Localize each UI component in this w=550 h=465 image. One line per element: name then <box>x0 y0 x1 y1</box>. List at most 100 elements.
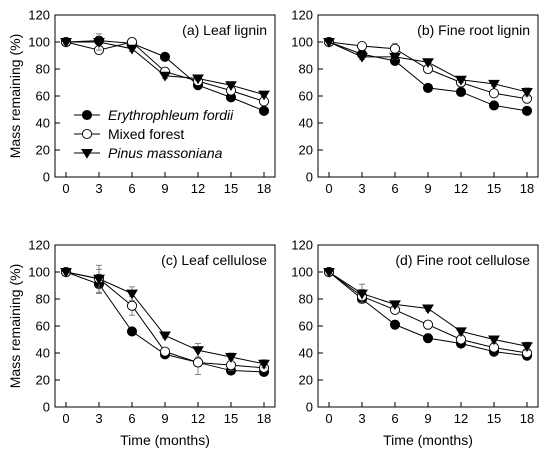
y-tick-label: 0 <box>306 400 313 415</box>
panel-title: (d) Fine root cellulose <box>395 252 530 268</box>
x-tick-label: 9 <box>424 411 431 426</box>
data-point <box>389 43 401 54</box>
y-tick-label: 40 <box>36 346 50 361</box>
data-point <box>422 58 434 69</box>
x-tick-label: 15 <box>224 181 238 196</box>
y-tick-label: 120 <box>28 8 50 23</box>
y-tick-label: 80 <box>36 62 50 77</box>
y-tick-label: 40 <box>299 346 313 361</box>
chart-panel-1: 0 20 40 60 80 100 120 0 3 6 9 12 15 18 (a) Leaf lignin… <box>7 8 276 196</box>
data-point <box>356 41 368 52</box>
x-tick-label: 15 <box>487 181 501 196</box>
legend-marker <box>81 128 93 140</box>
data-point <box>159 71 171 82</box>
data-point <box>159 331 171 342</box>
data-point <box>192 357 204 368</box>
x-tick-label: 12 <box>191 181 205 196</box>
y-tick-label: 80 <box>299 62 313 77</box>
y-tick-label: 20 <box>299 373 313 388</box>
x-tick-label: 9 <box>161 181 168 196</box>
data-point <box>455 327 467 338</box>
data-point <box>521 105 533 116</box>
chart-panel-4: 0 20 40 60 80 100 120 0 3 6 9 12 15 18 (d) Fine root c… <box>291 238 539 448</box>
data-point <box>488 335 500 346</box>
x-tick-label: 12 <box>454 181 468 196</box>
data-point <box>258 90 270 101</box>
series-open-circle <box>323 36 533 104</box>
x-tick-label: 0 <box>62 181 69 196</box>
y-tick-label: 60 <box>299 89 313 104</box>
data-point <box>60 38 72 48</box>
x-tick-label: 12 <box>191 411 205 426</box>
data-point <box>422 319 434 330</box>
x-tick-label: 3 <box>95 181 102 196</box>
x-tick-label: 18 <box>520 411 534 426</box>
y-tick-label: 80 <box>299 292 313 307</box>
data-point <box>225 81 237 91</box>
y-tick-label: 60 <box>299 319 313 334</box>
data-point <box>422 333 434 344</box>
data-point <box>488 79 500 90</box>
data-point <box>159 346 171 357</box>
y-tick-label: 60 <box>36 89 50 104</box>
data-point <box>126 300 138 311</box>
y-tick-label: 0 <box>43 170 50 185</box>
y-tick-label: 20 <box>36 143 50 158</box>
series-filled-triangle <box>323 267 533 353</box>
legend-marker <box>81 148 93 159</box>
x-tick-label: 9 <box>161 411 168 426</box>
y-axis-label: Mass remaining (%) <box>7 34 23 158</box>
plot-frame <box>317 14 539 178</box>
data-point <box>126 326 138 337</box>
y-tick-label: 0 <box>306 170 313 185</box>
data-point <box>455 86 467 97</box>
x-tick-label: 3 <box>95 411 102 426</box>
data-point <box>93 38 105 48</box>
y-tick-label: 80 <box>36 292 50 307</box>
data-point <box>455 75 467 86</box>
x-tick-label: 9 <box>424 181 431 196</box>
x-axis-label: Time (months) <box>120 432 210 448</box>
data-point <box>192 346 204 357</box>
y-tick-label: 40 <box>36 116 50 131</box>
x-tick-label: 18 <box>257 181 271 196</box>
data-point <box>521 87 533 98</box>
x-axis-label: Time (months) <box>383 432 473 448</box>
y-tick-label: 0 <box>43 400 50 415</box>
data-point <box>389 52 401 63</box>
data-point <box>422 82 434 93</box>
x-tick-label: 12 <box>454 411 468 426</box>
x-tick-label: 15 <box>224 411 238 426</box>
data-point <box>521 342 533 353</box>
data-point <box>126 44 138 55</box>
data-point <box>488 100 500 111</box>
y-tick-label: 40 <box>299 116 313 131</box>
y-tick-label: 100 <box>291 35 313 50</box>
x-tick-label: 3 <box>358 181 365 196</box>
data-point <box>488 88 500 99</box>
series-filled-triangle <box>60 33 270 101</box>
y-tick-label: 60 <box>36 319 50 334</box>
y-axis-label: Mass remaining (%) <box>7 264 23 388</box>
series-filled-triangle <box>60 267 270 370</box>
legend: Erythrophleum fordii Mixed forest Pinus ma… <box>74 107 234 161</box>
data-point <box>356 52 368 63</box>
y-tick-label: 100 <box>28 35 50 50</box>
y-tick-label: 120 <box>291 238 313 253</box>
data-point <box>60 267 72 278</box>
panel-title: (a) Leaf lignin <box>182 22 267 38</box>
data-point <box>323 267 335 278</box>
x-tick-label: 3 <box>358 411 365 426</box>
data-point <box>258 105 270 116</box>
plot-frame <box>54 244 276 408</box>
data-point <box>356 289 368 300</box>
x-tick-label: 15 <box>487 411 501 426</box>
x-tick-label: 6 <box>128 411 135 426</box>
y-tick-label: 20 <box>299 143 313 158</box>
series-open-circle <box>60 36 270 107</box>
y-tick-label: 20 <box>36 373 50 388</box>
x-tick-label: 6 <box>391 411 398 426</box>
series-filled-circle <box>60 266 270 377</box>
x-tick-label: 0 <box>325 411 332 426</box>
